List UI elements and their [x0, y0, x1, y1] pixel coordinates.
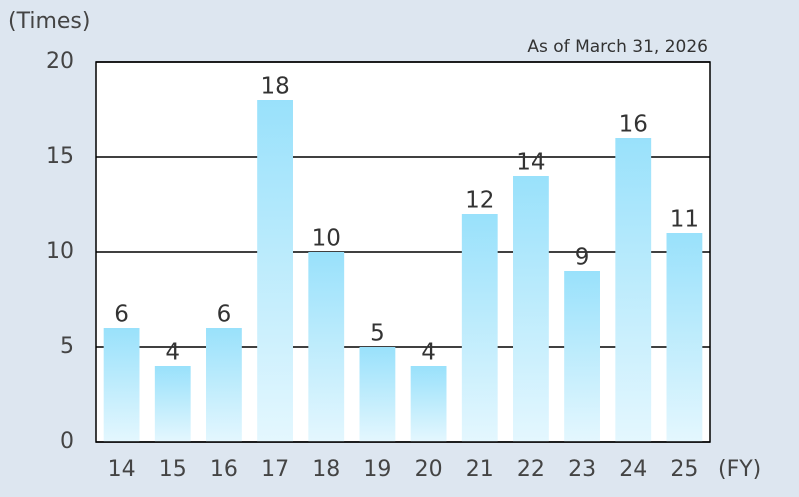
bar — [461, 214, 498, 442]
data-label: 14 — [516, 150, 545, 176]
y-tick-label: 20 — [46, 49, 74, 74]
data-label: 6 — [217, 302, 232, 328]
x-tick-label: 24 — [619, 457, 647, 482]
bar — [513, 176, 549, 442]
annotation: As of March 31, 2026 — [527, 37, 708, 57]
data-label: 5 — [370, 321, 385, 347]
y-tick-label: 15 — [46, 144, 74, 169]
x-tick-label: 22 — [517, 457, 545, 482]
data-label: 10 — [312, 226, 341, 252]
x-tick-label: 20 — [415, 457, 443, 482]
data-label: 4 — [421, 340, 436, 366]
bar — [615, 138, 652, 442]
x-tick-label: 19 — [363, 457, 391, 482]
bar — [103, 328, 140, 442]
bar — [257, 100, 293, 442]
x-tick-label: 25 — [670, 457, 698, 482]
x-tick-label: 23 — [568, 457, 596, 482]
plot-frame — [95, 61, 711, 443]
data-label: 18 — [260, 74, 289, 100]
y-tick-label: 10 — [46, 239, 74, 264]
data-label: 12 — [465, 188, 494, 214]
x-tick-label: 17 — [261, 457, 289, 482]
data-label: 4 — [165, 340, 180, 366]
data-label: 6 — [114, 302, 129, 328]
x-tick-label: 14 — [108, 457, 136, 482]
bar — [154, 366, 191, 442]
x-tick-label: 16 — [210, 457, 238, 482]
bar — [410, 366, 447, 442]
y-axis-label: (Times) — [8, 9, 90, 34]
y-tick-label: 5 — [60, 334, 74, 359]
bar — [206, 328, 242, 442]
bar — [666, 233, 703, 442]
x-tick-label: 21 — [466, 457, 494, 482]
x-tick-label: 18 — [312, 457, 340, 482]
bar — [308, 252, 345, 442]
bar — [564, 271, 600, 442]
y-tick-label: 0 — [60, 429, 74, 454]
x-tick-label: 15 — [159, 457, 187, 482]
data-label: 9 — [575, 245, 590, 271]
bar — [359, 347, 396, 442]
x-axis-label: (FY) — [718, 457, 761, 482]
data-label: 11 — [670, 207, 699, 233]
data-label: 16 — [619, 112, 648, 138]
